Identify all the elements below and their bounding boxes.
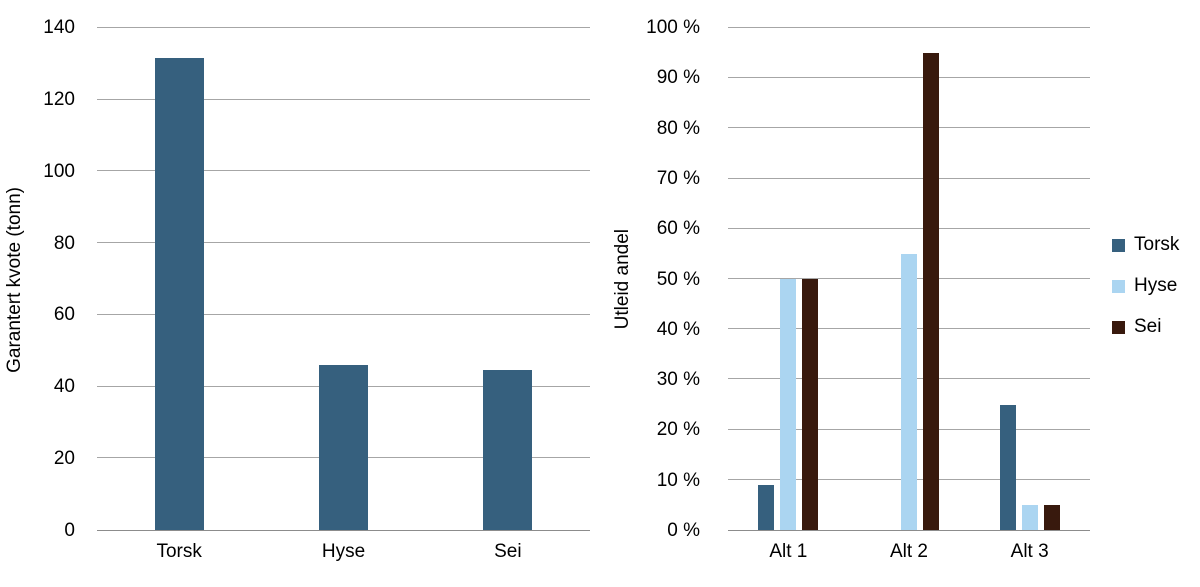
legend-item-sei: Sei (1112, 317, 1179, 337)
gridline (728, 77, 1090, 79)
y-tick-label: 0 % (667, 520, 700, 541)
legend-swatch-sei (1112, 320, 1125, 334)
bar-sei (483, 370, 533, 530)
y-axis-title: Garantert kvote (tonn) (4, 186, 25, 373)
bar-sei-alt-2 (923, 53, 939, 530)
bar-sei-alt-3 (1043, 504, 1060, 530)
legend-swatch-torsk (1112, 238, 1125, 252)
bar-sei-alt-1 (802, 279, 819, 530)
gridline (97, 242, 590, 244)
legend-swatch-hyse (1112, 279, 1125, 293)
x-tick-label-sei: Sei (494, 541, 522, 562)
x-tick-label-hyse: Hyse (321, 541, 366, 562)
bar-hyse (318, 365, 368, 530)
bar-hyse-alt-3 (1021, 504, 1038, 530)
y-tick-label: 100 (43, 160, 75, 182)
plot-area (97, 27, 590, 531)
y-tick-label: 40 (53, 376, 75, 398)
y-tick-label: 80 (53, 232, 75, 254)
y-tick-label: 140 (43, 17, 75, 38)
y-tick-label: 100 % (646, 17, 700, 38)
y-tick-label: 20 (53, 448, 75, 470)
x-axis: Alt 1 Alt 2 Alt 3 (728, 541, 1090, 563)
category-slot-torsk (97, 28, 261, 530)
y-tick-label: 70 % (656, 167, 700, 189)
legend-item-hyse: Hyse (1112, 276, 1179, 296)
gridline (97, 170, 590, 172)
y-tick-label: 120 (43, 88, 75, 110)
y-tick-label: 10 % (656, 469, 700, 491)
bars-container (97, 28, 590, 530)
category-slot-alt-2 (849, 28, 970, 530)
gridline (97, 98, 590, 100)
y-tick-label: 30 % (656, 369, 700, 391)
gridline (728, 127, 1090, 129)
x-tick-label-alt-3: Alt 3 (1010, 541, 1049, 562)
y-tick-label: 50 % (656, 268, 700, 290)
category-slot-sei (426, 28, 590, 530)
category-slot-hyse (261, 28, 425, 530)
y-tick-label: 40 % (656, 318, 700, 340)
legend-label-hyse: Hyse (1134, 275, 1178, 296)
category-slot-alt-3 (969, 28, 1090, 530)
bar-hyse-alt-1 (780, 279, 797, 530)
x-tick-label-alt-2: Alt 2 (889, 541, 929, 562)
legend-item-torsk: Torsk (1112, 235, 1179, 255)
x-tick-label-alt-1: Alt 1 (769, 541, 808, 562)
legend-label-sei: Sei (1134, 316, 1162, 337)
gridline (728, 177, 1090, 179)
y-tick-label: 90 % (656, 67, 700, 89)
y-tick-label: 60 (53, 304, 75, 326)
bars-container (728, 28, 1090, 530)
y-axis: 0 20 40 60 80 100 120 140 (30, 17, 75, 541)
y-axis-title-wrap: Garantert kvote (tonn) (2, 28, 28, 531)
plot-area (728, 27, 1090, 531)
y-axis: 0 % 10 % 20 % 30 % 40 % 50 % 60 % 70 % 80 % 90 % 1… (628, 17, 700, 541)
bar-torsk-alt-3 (999, 404, 1016, 530)
legend-label-torsk: Torsk (1134, 234, 1180, 255)
bar-torsk-alt-1 (758, 484, 775, 530)
y-tick-label: 60 % (656, 218, 700, 240)
bar-hyse-alt-2 (901, 253, 917, 530)
category-slot-alt-1 (728, 28, 849, 530)
gridline (728, 227, 1090, 229)
x-axis: Torsk Hyse Sei (97, 541, 590, 563)
y-tick-label: 80 % (656, 117, 700, 139)
gridline (97, 313, 590, 315)
x-tick-label-torsk: Torsk (156, 541, 202, 562)
y-tick-label: 20 % (656, 419, 700, 441)
bar-torsk (154, 58, 204, 530)
legend: Torsk Hyse Sei (1112, 235, 1179, 337)
y-tick-label: 0 (64, 520, 75, 541)
gridline (728, 27, 1090, 28)
gridline (97, 27, 590, 28)
